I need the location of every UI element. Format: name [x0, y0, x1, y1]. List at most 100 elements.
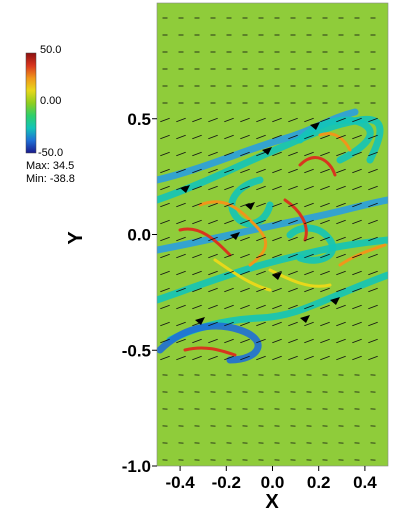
vortex-filament [268, 268, 332, 288]
y-tick-label: -0.5 [122, 341, 151, 360]
velocity-arrow [256, 321, 266, 327]
velocity-arrow [288, 321, 298, 327]
velocity-arrow [304, 287, 314, 293]
velocity-arrow [288, 253, 298, 259]
velocity-arrow [256, 270, 266, 276]
vortex-filament [283, 198, 308, 242]
velocity-arrow [256, 338, 266, 344]
velocity-arrow [272, 355, 282, 361]
velocity-arrow [160, 338, 170, 344]
velocity-arrow [256, 168, 266, 174]
vortex-band [296, 116, 374, 164]
velocity-arrow [256, 253, 266, 259]
velocity-arrow [224, 304, 234, 310]
velocity-arrow [256, 219, 266, 225]
velocity-arrow [352, 219, 362, 225]
velocity-arrow [368, 117, 378, 123]
velocity-arrow [336, 219, 346, 225]
velocity-arrow [160, 355, 170, 361]
velocity-arrow [336, 270, 346, 276]
velocity-arrow [336, 355, 346, 361]
velocity-arrow [352, 253, 362, 259]
velocity-arrow [352, 270, 362, 276]
x-axis-ticks: -0.4 -0.2 0.0 0.2 0.4 [165, 466, 377, 492]
colorbar-min-label: -50.0 [38, 147, 64, 159]
velocity-arrow [288, 355, 298, 361]
velocity-arrow [208, 185, 218, 191]
velocity-arrow [160, 185, 170, 191]
arrowhead [262, 147, 272, 155]
velocity-arrow [272, 338, 282, 344]
x-axis-label: X [265, 491, 279, 513]
velocity-arrow [288, 219, 298, 225]
velocity-arrow [320, 185, 330, 191]
velocity-arrow [272, 202, 282, 208]
velocity-arrow [224, 168, 234, 174]
velocity-arrow [160, 236, 170, 242]
velocity-arrow [224, 202, 234, 208]
velocity-arrow [160, 270, 170, 276]
velocity-arrow [160, 287, 170, 293]
velocity-arrow [288, 270, 298, 276]
velocity-arrow [288, 287, 298, 293]
velocity-arrow [256, 151, 266, 157]
velocity-arrow [288, 236, 298, 242]
velocity-arrow [320, 338, 330, 344]
velocity-arrow [368, 219, 378, 225]
velocity-arrow [288, 134, 298, 140]
velocity-arrow [336, 253, 346, 259]
velocity-arrow [192, 270, 202, 276]
velocity-arrow [368, 236, 378, 242]
velocity-arrow [320, 253, 330, 259]
velocity-arrow [176, 134, 186, 140]
velocity-arrow [320, 151, 330, 157]
velocity-arrow [208, 270, 218, 276]
velocity-arrow [320, 236, 330, 242]
velocity-arrow [256, 202, 266, 208]
velocity-arrow [368, 338, 378, 344]
velocity-arrow [304, 236, 314, 242]
velocity-arrows [160, 17, 378, 461]
velocity-arrow [240, 168, 250, 174]
velocity-arrow [336, 338, 346, 344]
arrowhead [330, 297, 340, 305]
velocity-arrow [320, 355, 330, 361]
velocity-arrow [368, 168, 378, 174]
velocity-arrow [336, 287, 346, 293]
velocity-arrow [320, 202, 330, 208]
velocity-arrow [240, 338, 250, 344]
velocity-arrow [368, 134, 378, 140]
velocity-arrow [336, 134, 346, 140]
velocity-arrow [352, 287, 362, 293]
x-tick-label: -0.4 [165, 473, 195, 492]
vortex-band [157, 322, 262, 364]
y-axis-label: Y [65, 231, 87, 245]
velocity-arrow [368, 253, 378, 259]
velocity-arrow [272, 270, 282, 276]
velocity-arrow [208, 134, 218, 140]
arrowhead [245, 202, 255, 210]
arrowhead [300, 315, 310, 323]
velocity-arrow [208, 168, 218, 174]
velocity-arrow [224, 134, 234, 140]
velocity-arrow [176, 287, 186, 293]
velocity-arrow [240, 185, 250, 191]
arrowhead [230, 232, 240, 240]
velocity-arrow [160, 202, 170, 208]
velocity-arrow [240, 355, 250, 361]
y-axis-ticks: 0.5 0.0 -0.5 -1.0 [122, 110, 157, 476]
velocity-arrow [192, 151, 202, 157]
velocity-arrow [288, 151, 298, 157]
velocity-arrow [256, 117, 266, 123]
velocity-arrow [304, 338, 314, 344]
arrowhead [272, 272, 282, 280]
velocity-arrow [192, 287, 202, 293]
velocity-arrow [176, 270, 186, 276]
velocity-arrow [176, 338, 186, 344]
velocity-arrow [304, 304, 314, 310]
velocity-arrow [160, 304, 170, 310]
velocity-arrow [320, 168, 330, 174]
velocity-arrow [176, 236, 186, 242]
velocity-arrow [240, 117, 250, 123]
